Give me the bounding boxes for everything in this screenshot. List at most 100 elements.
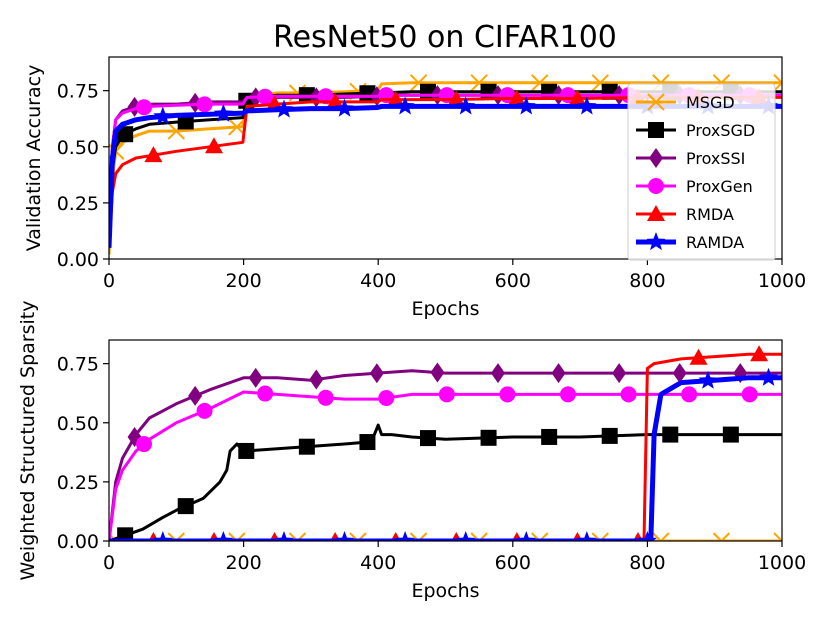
series-line-ramda [109,375,782,541]
series-line-rmda [109,352,782,541]
data-point-proxsgd [420,430,437,447]
data-point-proxgen [135,99,152,116]
data-point-msgd [349,532,367,541]
legend-label: RMDA [686,205,734,224]
x-axis-label: Epochs [411,580,479,602]
data-point-ramda [274,99,294,118]
data-point-proxsgd [117,126,134,143]
data-point-ramda [456,531,476,541]
data-point-rmda [689,348,708,365]
legend-marker [648,122,664,138]
data-point-msgd [652,532,670,541]
legend-marker [646,232,666,251]
data-point-rmda [447,90,466,107]
y-tick-label: 0.75 [57,81,99,103]
data-point-rmda [750,345,769,362]
series-msgd [109,532,782,541]
series-proxgen [109,385,782,541]
data-point-proxgen [317,88,334,105]
x-tick-label: 1000 [758,552,806,574]
data-point-proxssi [430,362,445,383]
x-tick-label: 400 [360,552,396,574]
data-point-msgd [228,118,246,136]
x-tick-label: 800 [629,552,665,574]
plot-area [109,345,782,541]
series-line-ramda [109,103,782,248]
data-point-proxssi [309,369,324,390]
legend-marker [649,148,663,168]
x-tick-label: 0 [103,552,115,574]
data-point-msgd [167,532,186,541]
axes-frame [108,56,783,260]
data-point-proxsgd [238,442,255,459]
data-point-proxgen [681,386,698,403]
y-tick-label: 0.50 [57,137,99,159]
data-point-msgd [591,532,609,541]
data-point-proxgen [499,386,516,403]
y-axis-label: Weighted Structured Sparsity [17,301,39,581]
data-point-ramda [516,531,536,541]
data-point-ramda [759,367,779,386]
data-point-proxsgd [722,426,739,443]
data-point-ramda [637,531,657,541]
data-point-ramda [516,96,536,115]
x-tick-label: 600 [495,270,531,292]
data-point-proxsgd [480,429,497,446]
data-point-proxsgd [298,438,315,455]
data-point-ramda [153,106,173,125]
y-tick-label: 0.00 [57,249,99,271]
panel-1: 0 200 400 600 800 1000 0.00 0.25 0.50 0.75 Epochs V… [23,56,806,320]
data-point-proxgen [257,88,274,105]
data-point-ramda [577,531,597,541]
data-point-proxgen [741,386,758,403]
data-point-msgd [288,532,307,541]
data-point-proxsgd [117,527,134,541]
data-point-proxgen [196,96,213,113]
data-point-rmda [507,89,526,106]
data-point-ramda [577,96,597,115]
legend-marker [647,93,665,111]
series-proxssi [109,362,782,541]
y-axis-label: Validation Accuracy [23,65,45,252]
legend-box [627,83,776,261]
chart-title: ResNet50 on CIFAR100 [273,20,617,55]
data-point-proxsgd [359,434,376,451]
data-point-proxssi [188,385,203,406]
y-tick-label: 0.25 [57,193,99,215]
legend-marker [647,205,665,221]
legend: MSGD ProxSGD ProxSSI ProxGen RMDA RAMDA [627,83,776,261]
data-point-ramda [213,103,233,122]
data-point-rmda [144,146,163,163]
x-tick-label: 800 [629,270,665,292]
data-point-ramda [456,96,476,115]
series-line-rmda [109,95,782,248]
data-point-proxssi [490,363,505,384]
data-point-msgd [470,532,488,541]
data-point-proxssi [369,363,384,384]
y-tick-label: 0.50 [57,413,99,435]
data-point-proxgen [196,402,213,419]
data-point-ramda [395,96,415,115]
y-tick-label: 0.25 [57,472,99,494]
series-line-proxgen [109,93,782,242]
legend-label: RAMDA [686,233,744,252]
legend-label: MSGD [686,93,735,112]
data-point-rmda [386,90,405,107]
data-point-msgd [773,532,782,541]
x-tick-label: 200 [225,270,261,292]
data-point-ramda [395,531,415,541]
data-point-proxsgd [541,428,558,445]
x-tick-label: 1000 [758,270,806,292]
x-axis-label: Epochs [411,298,479,320]
data-point-ramda [698,370,718,389]
data-point-ramda [213,531,233,541]
panel-2: 0 200 400 600 800 1000 0.00 0.25 0.50 0.75 Epochs W… [17,301,806,602]
x-tick-label: 600 [495,552,531,574]
legend-marker [648,178,664,194]
x-tick-label: 200 [225,552,261,574]
data-point-msgd [409,532,428,541]
data-point-proxgen [559,386,576,403]
series-proxsgd [109,423,782,541]
data-point-proxssi [248,367,263,388]
